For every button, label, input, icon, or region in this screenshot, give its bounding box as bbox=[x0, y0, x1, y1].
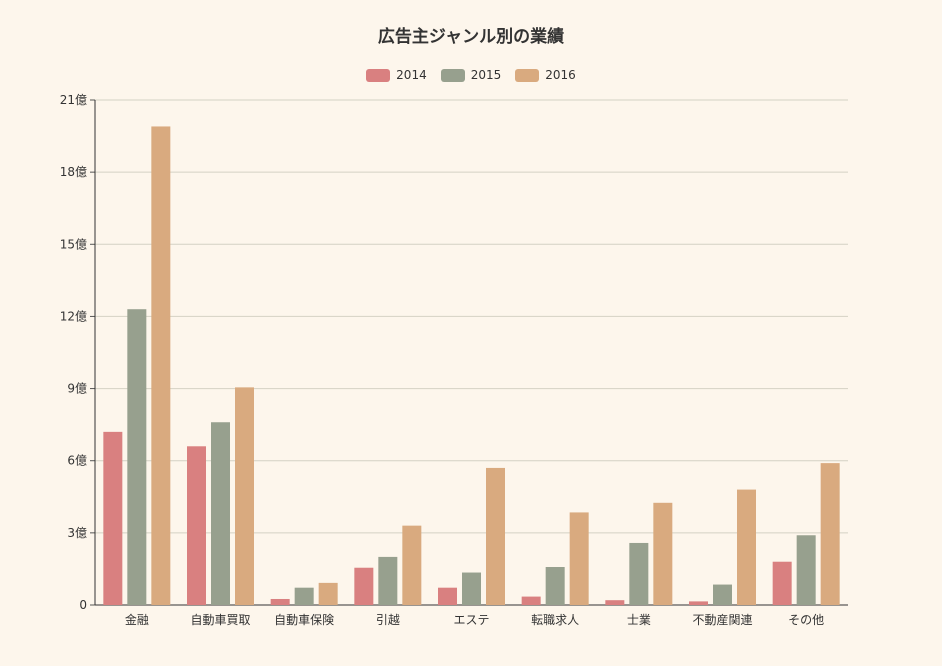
bar-2015-8 bbox=[796, 535, 816, 605]
bar-2014-5 bbox=[521, 596, 541, 605]
bar-2015-1 bbox=[211, 422, 230, 605]
bar-2016-4 bbox=[486, 467, 505, 605]
y-tick-label: 0 bbox=[79, 598, 87, 612]
legend-item-2015[interactable]: 2015 bbox=[440, 68, 502, 82]
bar-2015-2 bbox=[294, 587, 314, 605]
bar-2014-0 bbox=[103, 431, 123, 605]
bar-2014-2 bbox=[270, 598, 290, 605]
bar-2014-8 bbox=[772, 561, 792, 605]
bar-2014-7 bbox=[689, 601, 708, 605]
bar-2014-1 bbox=[187, 446, 206, 605]
bar-2015-0 bbox=[127, 309, 147, 605]
bar-2016-6 bbox=[653, 502, 673, 605]
x-tick-label: 士業 bbox=[627, 613, 651, 627]
x-tick-label: その他 bbox=[788, 613, 824, 627]
bar-2015-4 bbox=[462, 572, 481, 605]
bar-2016-7 bbox=[737, 489, 756, 605]
bar-2015-7 bbox=[713, 584, 732, 605]
legend: 2014 2015 2016 bbox=[0, 68, 942, 82]
bar-2015-5 bbox=[545, 567, 565, 605]
bar-2016-5 bbox=[569, 512, 589, 605]
legend-swatch-2016 bbox=[515, 68, 540, 82]
bar-2014-4 bbox=[438, 587, 457, 605]
bar-2015-6 bbox=[629, 542, 649, 605]
y-tick-label: 15億 bbox=[60, 237, 87, 251]
bar-2014-3 bbox=[354, 567, 374, 605]
y-tick-label: 12億 bbox=[60, 309, 87, 323]
x-tick-label: 自動車買取 bbox=[190, 613, 250, 627]
y-tick-label: 6億 bbox=[67, 454, 87, 468]
legend-item-2016[interactable]: 2016 bbox=[515, 68, 576, 82]
x-tick-label: 金融 bbox=[125, 612, 149, 627]
chart-title: 広告主ジャンル別の業績 bbox=[377, 27, 565, 47]
bar-2015-3 bbox=[378, 556, 398, 605]
x-tick-label: エステ bbox=[453, 613, 489, 627]
y-tick-label: 18億 bbox=[60, 165, 87, 179]
x-tick-label: 転職求人 bbox=[531, 613, 579, 627]
x-tick-label: 自動車保険 bbox=[274, 613, 334, 627]
bar-2014-6 bbox=[605, 600, 625, 605]
legend-label-2014: 2014 bbox=[396, 68, 427, 82]
y-tick-label: 3億 bbox=[67, 526, 87, 540]
y-tick-label: 21億 bbox=[60, 93, 87, 107]
bar-2016-0 bbox=[151, 126, 171, 605]
x-tick-label: 不動産関連 bbox=[692, 612, 752, 627]
legend-swatch-2015 bbox=[440, 68, 465, 82]
bar-2016-8 bbox=[820, 463, 840, 605]
legend-label-2016: 2016 bbox=[545, 68, 576, 82]
bar-2016-1 bbox=[235, 387, 254, 605]
legend-swatch-2014 bbox=[366, 68, 391, 82]
legend-item-2014[interactable]: 2014 bbox=[366, 68, 427, 82]
y-tick-label: 9億 bbox=[67, 382, 87, 396]
bar-2016-2 bbox=[318, 582, 338, 605]
x-tick-label: 引越 bbox=[376, 613, 400, 627]
legend-label-2015: 2015 bbox=[470, 68, 502, 82]
bar-2016-3 bbox=[402, 525, 422, 605]
